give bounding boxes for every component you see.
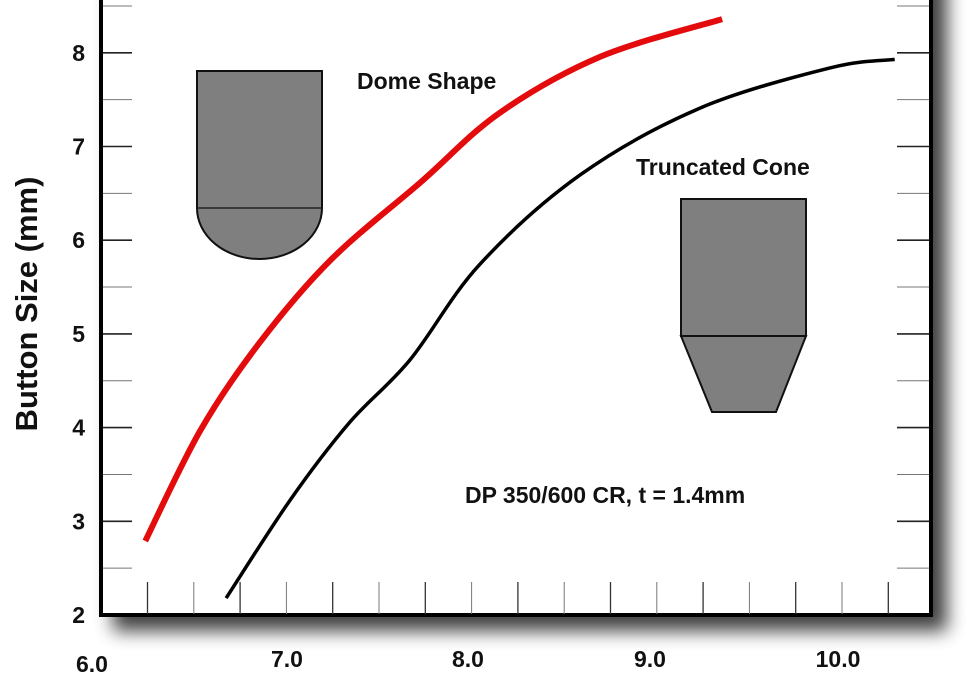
dome-shape-label: Dome Shape — [357, 68, 496, 94]
x-tick-label: 10.0 — [816, 646, 861, 672]
axis-ticks — [103, 5, 929, 614]
y-tick-label: 7 — [72, 134, 85, 160]
dome-button-shape-icon — [196, 70, 323, 260]
y-axis-label: Button Size (mm) — [9, 176, 44, 432]
y-axis-tick-labels: 2 3 4 5 6 7 8 — [72, 40, 85, 628]
truncated-cone-curve — [224, 57, 895, 600]
truncated-cone-button-shape-icon — [679, 198, 808, 413]
y-tick-label: 8 — [72, 40, 85, 66]
x-tick-label: 7.0 — [271, 646, 303, 672]
y-tick-label: 5 — [72, 321, 85, 347]
condition-label: DP 350/600 CR, t = 1.4mm — [465, 482, 745, 508]
dome-shape-curve — [142, 16, 723, 543]
y-tick-label: 4 — [72, 415, 85, 441]
x-tick-label: 6.0 — [76, 651, 108, 675]
y-tick-label: 3 — [72, 508, 85, 534]
x-tick-label: 9.0 — [634, 646, 666, 672]
x-tick-label: 8.0 — [452, 646, 484, 672]
y-tick-label: 2 — [72, 602, 85, 628]
x-axis-tick-labels: 6.0 7.0 8.0 9.0 10.0 — [76, 646, 861, 677]
y-tick-label: 6 — [72, 227, 85, 253]
truncated-cone-label: Truncated Cone — [636, 154, 810, 180]
